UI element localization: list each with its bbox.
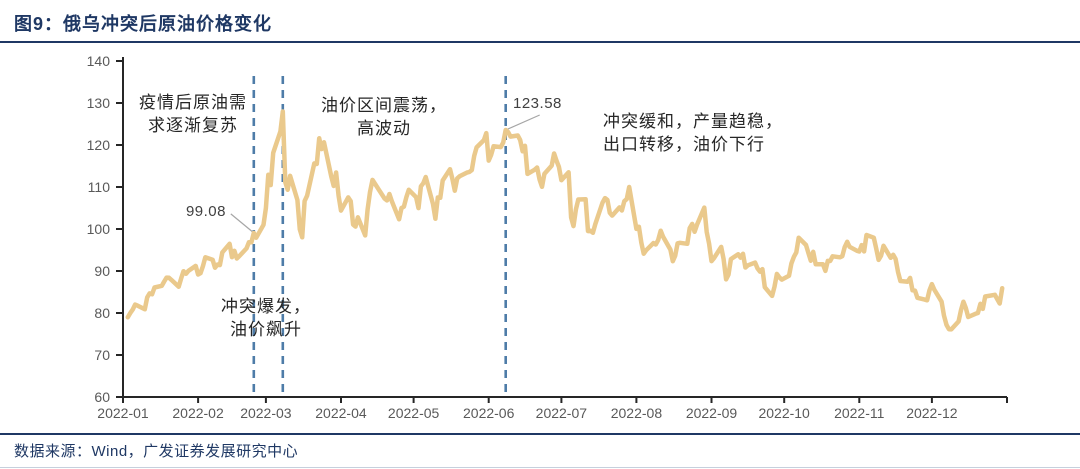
y-axis-tick-label: 140	[86, 53, 110, 69]
callout-price-9908: 99.08	[185, 203, 226, 220]
callout-price-12358: 123.58	[513, 95, 562, 112]
bottom-border	[0, 467, 1080, 468]
x-axis-tick-label: 2022-03	[240, 405, 292, 421]
x-axis-tick-label: 2022-02	[172, 405, 224, 421]
x-axis-tick-label: 2022-08	[610, 405, 663, 421]
y-axis-tick-label: 60	[94, 389, 110, 405]
annotation-conflict-easing: 冲突缓和，产量趋稳， 出口转移，油价下行	[603, 112, 783, 154]
figure-title: 图9：俄乌冲突后原油价格变化	[14, 14, 273, 34]
x-axis-tick-label: 2022-09	[685, 405, 738, 421]
title-divider	[0, 41, 1080, 43]
x-axis-tick-label: 2022-07	[535, 405, 588, 421]
y-axis-tick-label: 130	[86, 95, 110, 111]
data-source: 数据来源：Wind，广发证券发展研究中心	[14, 443, 299, 460]
x-axis-tick-label: 2022-04	[315, 405, 367, 421]
annotation-conflict-outbreak: 冲突爆发， 油价飙升	[221, 297, 311, 339]
footer-divider	[0, 433, 1080, 435]
y-axis-tick-label: 70	[94, 347, 110, 363]
y-axis-tick-label: 100	[86, 221, 110, 237]
annotation-demand-recovery: 疫情后原油需 求逐渐复苏	[139, 93, 247, 135]
y-axis-tick-label: 110	[87, 179, 110, 195]
y-axis-tick-label: 90	[94, 263, 110, 279]
annotation-range-volatility: 油价区间震荡， 高波动	[321, 96, 447, 138]
y-axis-tick-label: 80	[94, 305, 110, 321]
x-axis-tick-label: 2022-12	[906, 405, 958, 421]
y-axis-tick-label: 120	[86, 137, 110, 153]
x-axis-tick-label: 2022-10	[758, 405, 810, 421]
x-axis-tick-label: 2022-06	[463, 405, 515, 421]
x-axis-tick-label: 2022-01	[97, 405, 149, 421]
x-axis-tick-label: 2022-05	[387, 405, 440, 421]
x-axis-tick-label: 2022-11	[834, 405, 885, 421]
